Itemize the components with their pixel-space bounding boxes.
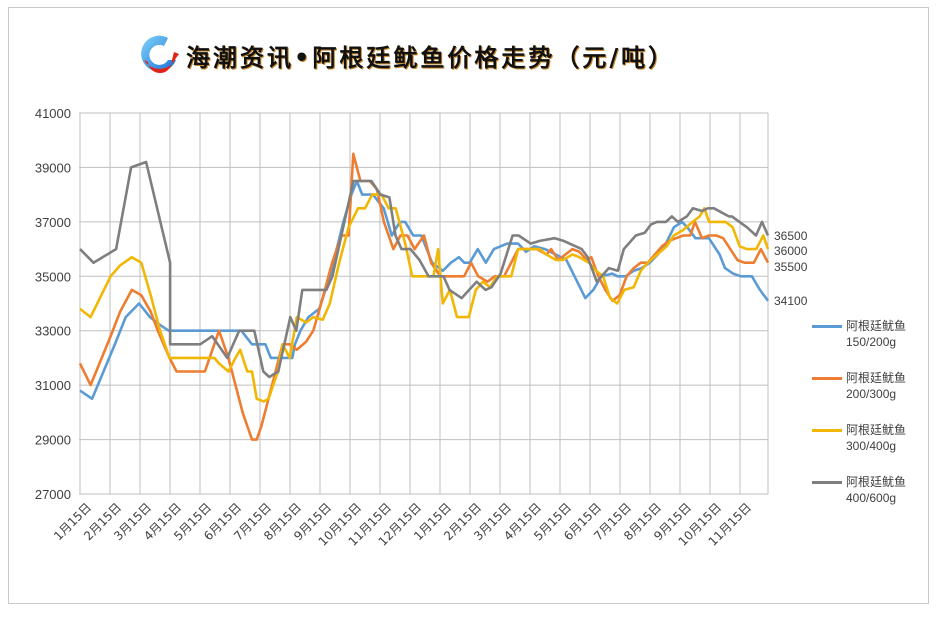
y-tick-label: 33000 — [35, 324, 71, 339]
series-line-3 — [79, 160, 770, 379]
series-line-1 — [78, 152, 770, 441]
y-tick-label: 41000 — [35, 106, 71, 121]
end-value-label-200-300: 35500 — [774, 260, 808, 274]
legend-label-line2: 200/300g — [846, 387, 897, 401]
legend-item: 阿根廷鱿鱼 150/200g — [808, 318, 928, 370]
legend-item: 阿根廷鱿鱼 300/400g — [808, 422, 928, 474]
legend-swatch-gray — [812, 481, 842, 484]
end-value-label-400-600: 36500 — [774, 229, 808, 243]
legend-label-line1: 阿根廷鱿鱼 — [846, 371, 907, 385]
legend-item: 阿根廷鱿鱼 200/300g — [808, 370, 928, 422]
legend-swatch-yellow — [812, 429, 842, 432]
haichao-logo-icon — [141, 35, 179, 74]
y-tick-label: 31000 — [35, 378, 71, 393]
legend-label-line1: 阿根廷鱿鱼 — [846, 475, 907, 489]
legend-item: 阿根廷鱿鱼 400/600g — [808, 474, 928, 526]
chart-title: 海潮资讯•阿根廷鱿鱼价格走势（元/吨） — [186, 42, 676, 72]
legend-label-line2: 150/200g — [846, 335, 897, 349]
chart-header: 海潮资讯•阿根廷鱿鱼价格走势（元/吨） — [138, 30, 675, 80]
series-line-0 — [79, 179, 770, 401]
y-tick-label: 27000 — [35, 487, 71, 502]
series-line-2 — [79, 193, 770, 403]
end-value-label-300-400: 36000 — [774, 244, 808, 258]
y-tick-label: 37000 — [35, 215, 71, 230]
chart-frame — [8, 7, 929, 604]
y-tick-label: 35000 — [35, 269, 71, 284]
y-tick-label: 39000 — [35, 160, 71, 175]
legend-label-line1: 阿根廷鱿鱼 — [846, 319, 907, 333]
legend-swatch-blue — [812, 325, 842, 328]
end-value-label-150-200: 34100 — [774, 294, 808, 308]
legend-swatch-orange — [812, 377, 842, 380]
legend-label-line2: 300/400g — [846, 439, 897, 453]
chart-legend: 阿根廷鱿鱼 150/200g 阿根廷鱿鱼 200/300g 阿根廷鱿鱼 300/400… — [808, 318, 928, 526]
legend-label-line2: 400/600g — [846, 491, 897, 505]
legend-label-line1: 阿根廷鱿鱼 — [846, 423, 907, 437]
y-tick-label: 29000 — [35, 433, 71, 448]
